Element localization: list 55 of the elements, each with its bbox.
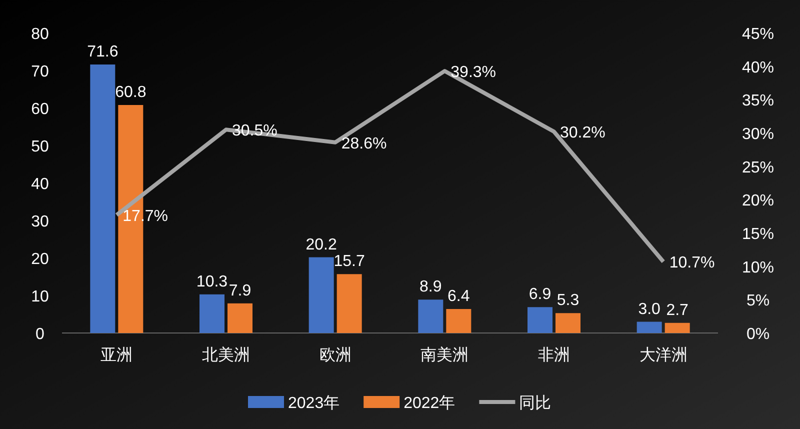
- data-label: 2.7: [666, 302, 689, 319]
- y2-tick-label: 25%: [742, 159, 774, 176]
- data-label: 10.7%: [669, 254, 715, 272]
- data-label: 6.4: [448, 288, 470, 305]
- y-tick-label: 70: [31, 64, 49, 80]
- data-label: 71.6: [87, 44, 118, 60]
- y2-tick-label: 45%: [742, 26, 774, 43]
- y2-tick-label: 0%: [746, 326, 770, 343]
- bar: [308, 257, 334, 333]
- y2-tick-label: 10%: [742, 259, 774, 276]
- x-tick-label: 亚洲: [100, 346, 133, 364]
- bar: [636, 322, 662, 333]
- y-tick-label: 60: [31, 101, 49, 118]
- bar: [90, 64, 116, 333]
- x-tick-label: 南美洲: [420, 346, 469, 364]
- y-tick-label: 30: [31, 214, 49, 230]
- bar: [664, 322, 690, 333]
- data-label: 5.3: [556, 292, 580, 310]
- bar: [446, 309, 472, 333]
- data-label: 60.8: [115, 84, 146, 101]
- bar: [556, 313, 580, 333]
- legend-label: 2023年: [288, 395, 340, 412]
- x-tick-label: 大洋洲: [639, 346, 688, 364]
- data-label: 6.9: [528, 286, 552, 304]
- data-label: 8.9: [420, 278, 442, 296]
- data-label: 20.2: [306, 236, 338, 254]
- x-tick-label: 非洲: [538, 346, 570, 364]
- data-label: 3.0: [638, 300, 661, 318]
- y-tick-label: 10: [31, 288, 49, 306]
- data-label: 39.3%: [450, 64, 496, 81]
- x-tick-label: 欧洲: [319, 346, 352, 364]
- data-label: 15.7: [334, 253, 366, 270]
- y2-tick-label: 40%: [742, 59, 774, 76]
- y2-tick-label: 5%: [746, 292, 770, 310]
- x-tick-label: 北美洲: [202, 346, 250, 364]
- bar: [228, 303, 252, 333]
- legend-label: 2022年: [404, 395, 456, 412]
- y2-tick-label: 35%: [742, 92, 774, 110]
- y-tick-label: 20: [31, 251, 49, 268]
- data-label: 30.2%: [560, 124, 606, 142]
- legend-label: 同比: [519, 394, 552, 412]
- y-tick-label: 50: [31, 138, 49, 156]
- y2-tick-label: 15%: [742, 226, 774, 243]
- y-tick-label: 80: [31, 26, 49, 43]
- bar: [418, 300, 444, 333]
- data-label: 7.9: [228, 282, 252, 300]
- y-tick-label: 40: [31, 176, 49, 193]
- data-label: 10.3: [196, 273, 228, 290]
- bar: [336, 274, 362, 333]
- y2-tick-label: 30%: [742, 126, 774, 143]
- bar: [200, 294, 224, 333]
- y2-tick-label: 20%: [742, 192, 774, 210]
- bar: [528, 307, 552, 333]
- data-label: 28.6%: [341, 135, 387, 152]
- y-tick-label: 0: [36, 326, 45, 343]
